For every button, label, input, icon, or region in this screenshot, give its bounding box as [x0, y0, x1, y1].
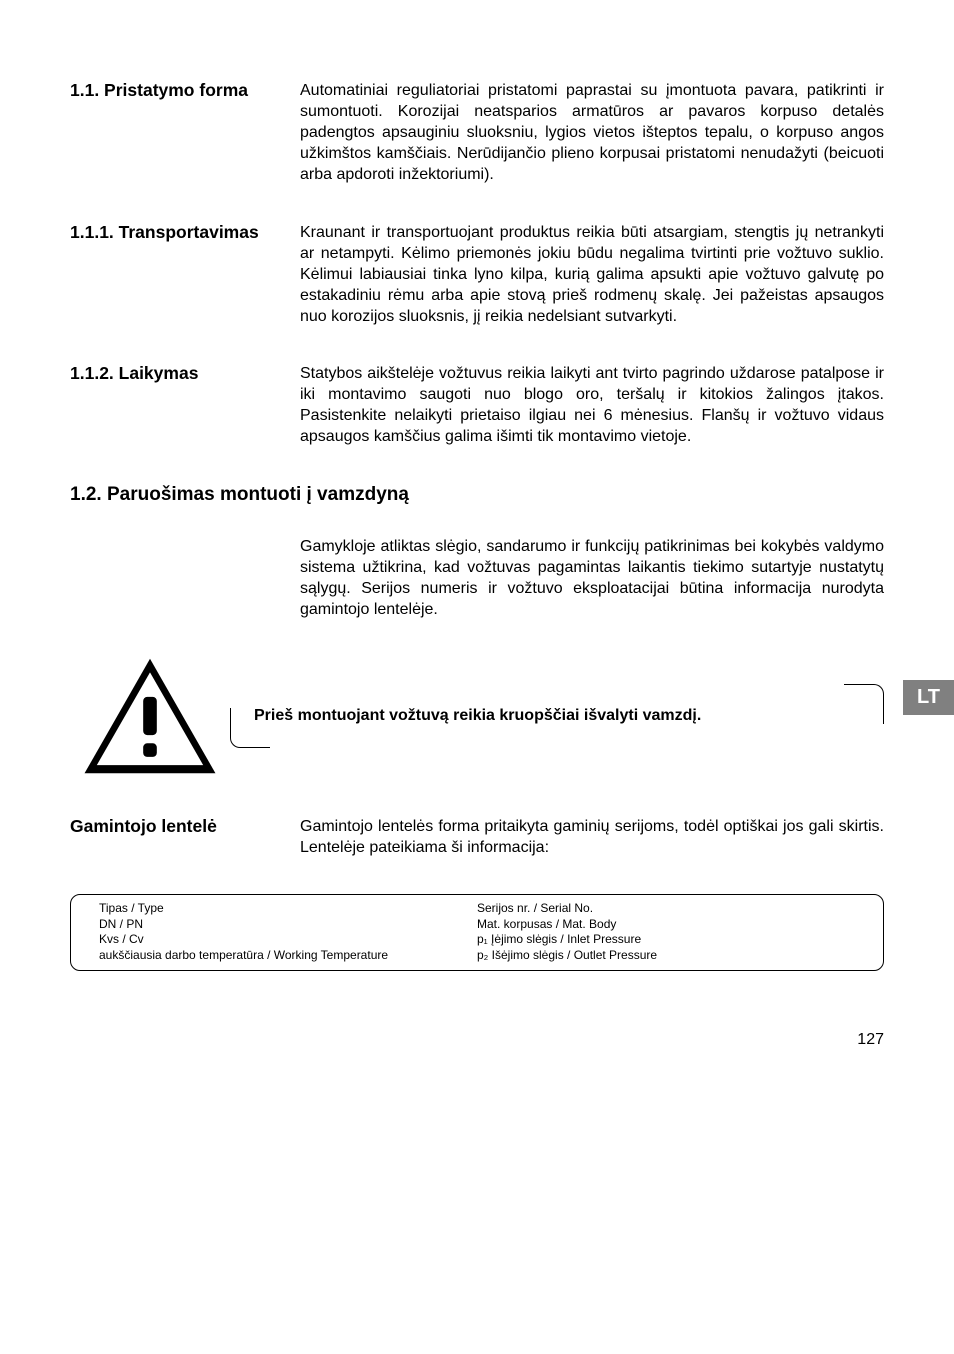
label-row: Serijos nr. / Serial No.	[477, 901, 855, 917]
warning-triangle-icon	[70, 656, 230, 776]
label-col-left: Tipas / Type DN / PN Kvs / Cv aukščiausi…	[99, 901, 477, 963]
language-tab: LT	[903, 680, 954, 715]
body-1-2: Gamykloje atliktas slėgio, sandarumo ir …	[300, 536, 884, 620]
heading-1-1-1: 1.1.1. Transportavimas	[70, 222, 300, 243]
section-1-1-1: 1.1.1. Transportavimas Kraunant ir trans…	[70, 222, 884, 328]
label-row: DN / PN	[99, 917, 477, 933]
page-number: 127	[70, 1031, 884, 1049]
manufacturer-label-table: Tipas / Type DN / PN Kvs / Cv aukščiausi…	[70, 894, 884, 970]
heading-1-2: 1.2. Paruošimas montuoti į vamzdyną	[70, 484, 884, 506]
label-row: aukščiausia darbo temperatūra / Working …	[99, 948, 477, 964]
heading-1-1-2: 1.1.2. Laikymas	[70, 363, 300, 384]
label-col-right: Serijos nr. / Serial No. Mat. korpusas /…	[477, 901, 855, 963]
section-1-2: Gamykloje atliktas slėgio, sandarumo ir …	[70, 536, 884, 620]
section-1-1-2: 1.1.2. Laikymas Statybos aikštelėje vožt…	[70, 363, 884, 447]
body-1-1-2: Statybos aikštelėje vožtuvus reikia laik…	[300, 363, 884, 447]
corner-decoration	[230, 708, 270, 748]
label-row: Kvs / Cv	[99, 932, 477, 948]
body-mfr: Gamintojo lentelės forma pritaikyta gami…	[300, 816, 884, 858]
label-row: Tipas / Type	[99, 901, 477, 917]
heading-1-1: 1.1. Pristatymo forma	[70, 80, 300, 101]
label-row: Mat. korpusas / Mat. Body	[477, 917, 855, 933]
warning-text-container: Prieš montuojant vožtuvą reikia kruopšči…	[230, 684, 884, 749]
label-row: p₁ Įėjimo slėgis / Inlet Pressure	[477, 932, 855, 948]
corner-decoration	[844, 684, 884, 724]
warning-text: Prieš montuojant vožtuvą reikia kruopšči…	[254, 706, 860, 727]
heading-mfr: Gamintojo lentelė	[70, 816, 300, 837]
section-mfr: Gamintojo lentelė Gamintojo lentelės for…	[70, 816, 884, 858]
label-row: p₂ Išėjimo slėgis / Outlet Pressure	[477, 948, 855, 964]
section-1-1: 1.1. Pristatymo forma Automatiniai regul…	[70, 80, 884, 186]
warning-box: Prieš montuojant vožtuvą reikia kruopšči…	[70, 656, 884, 776]
body-1-1-1: Kraunant ir transportuojant produktus re…	[300, 222, 884, 328]
body-1-1: Automatiniai reguliatoriai pristatomi pa…	[300, 80, 884, 186]
